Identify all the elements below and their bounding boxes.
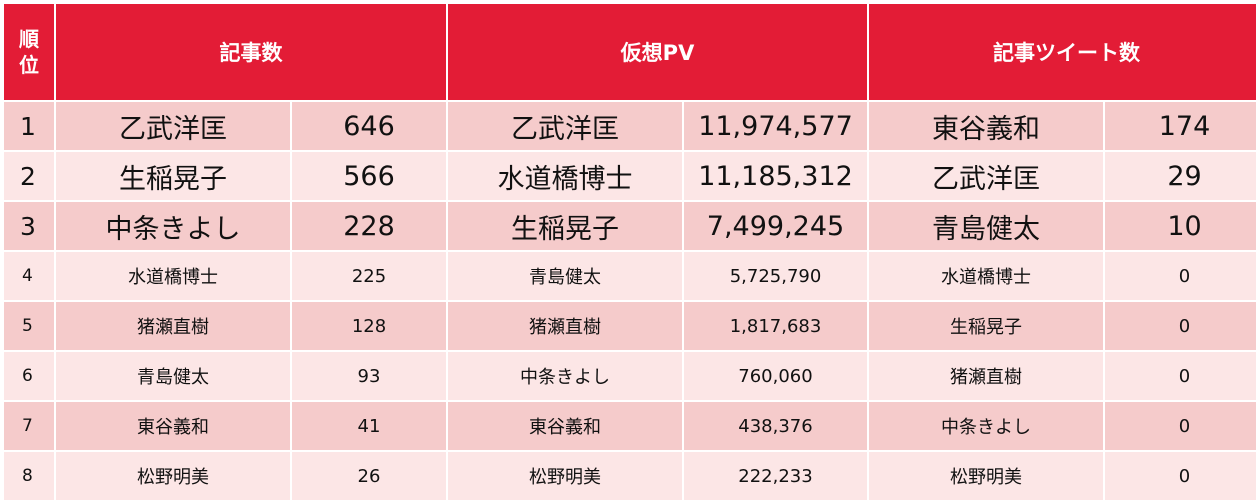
- header-tweets: 記事ツイート数: [869, 4, 1256, 100]
- pv-value-cell: 222,233: [684, 452, 867, 500]
- tweets-name-cell: 猪瀬直樹: [869, 352, 1103, 400]
- articles-name-cell: 東谷義和: [56, 402, 290, 450]
- pv-name-cell: 乙武洋匡: [448, 102, 682, 150]
- rank-cell: 6: [4, 352, 54, 400]
- pv-name-cell: 中条きよし: [448, 352, 682, 400]
- articles-name-cell: 猪瀬直樹: [56, 302, 290, 350]
- tweets-name-cell: 松野明美: [869, 452, 1103, 500]
- articles-count-cell: 566: [292, 152, 446, 200]
- articles-name-cell: 乙武洋匡: [56, 102, 290, 150]
- tweets-name-cell: 中条きよし: [869, 402, 1103, 450]
- tweets-count-cell: 0: [1105, 252, 1256, 300]
- articles-count-cell: 228: [292, 202, 446, 250]
- articles-count-cell: 128: [292, 302, 446, 350]
- tweets-count-cell: 10: [1105, 202, 1256, 250]
- rank-cell: 5: [4, 302, 54, 350]
- articles-name-cell: 生稲晃子: [56, 152, 290, 200]
- pv-value-cell: 5,725,790: [684, 252, 867, 300]
- articles-count-cell: 41: [292, 402, 446, 450]
- tweets-name-cell: 青島健太: [869, 202, 1103, 250]
- tweets-count-cell: 0: [1105, 452, 1256, 500]
- pv-value-cell: 1,817,683: [684, 302, 867, 350]
- pv-value-cell: 760,060: [684, 352, 867, 400]
- articles-count-cell: 646: [292, 102, 446, 150]
- articles-name-cell: 中条きよし: [56, 202, 290, 250]
- tweets-count-cell: 0: [1105, 352, 1256, 400]
- pv-name-cell: 猪瀬直樹: [448, 302, 682, 350]
- header-rank-line2: 位: [19, 53, 39, 77]
- articles-count-cell: 93: [292, 352, 446, 400]
- rank-cell: 7: [4, 402, 54, 450]
- tweets-count-cell: 174: [1105, 102, 1256, 150]
- rank-cell: 3: [4, 202, 54, 250]
- rank-cell: 2: [4, 152, 54, 200]
- rank-cell: 8: [4, 452, 54, 500]
- header-articles: 記事数: [56, 4, 446, 100]
- tweets-count-cell: 0: [1105, 402, 1256, 450]
- header-pv: 仮想PV: [448, 4, 867, 100]
- tweets-count-cell: 0: [1105, 302, 1256, 350]
- header-rank-line1: 順: [19, 27, 39, 51]
- tweets-count-cell: 29: [1105, 152, 1256, 200]
- tweets-name-cell: 水道橋博士: [869, 252, 1103, 300]
- pv-name-cell: 生稲晃子: [448, 202, 682, 250]
- articles-count-cell: 26: [292, 452, 446, 500]
- pv-name-cell: 松野明美: [448, 452, 682, 500]
- pv-value-cell: 11,974,577: [684, 102, 867, 150]
- tweets-name-cell: 乙武洋匡: [869, 152, 1103, 200]
- articles-name-cell: 松野明美: [56, 452, 290, 500]
- header-rank: 順 位: [4, 4, 54, 100]
- pv-value-cell: 11,185,312: [684, 152, 867, 200]
- rank-cell: 4: [4, 252, 54, 300]
- articles-name-cell: 水道橋博士: [56, 252, 290, 300]
- pv-name-cell: 水道橋博士: [448, 152, 682, 200]
- tweets-name-cell: 東谷義和: [869, 102, 1103, 150]
- rank-cell: 1: [4, 102, 54, 150]
- pv-name-cell: 東谷義和: [448, 402, 682, 450]
- pv-value-cell: 438,376: [684, 402, 867, 450]
- pv-value-cell: 7,499,245: [684, 202, 867, 250]
- ranking-table: 順 位 記事数 仮想PV 記事ツイート数 1 乙武洋匡 646 乙武洋匡 11,…: [4, 4, 1256, 500]
- articles-count-cell: 225: [292, 252, 446, 300]
- articles-name-cell: 青島健太: [56, 352, 290, 400]
- pv-name-cell: 青島健太: [448, 252, 682, 300]
- tweets-name-cell: 生稲晃子: [869, 302, 1103, 350]
